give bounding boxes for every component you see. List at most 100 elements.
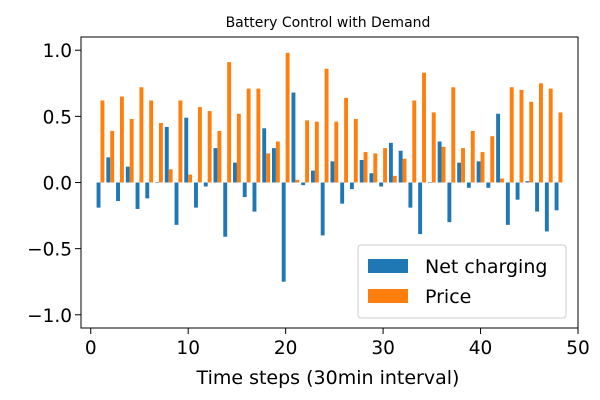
price-bar-7	[158, 122, 163, 183]
net-charging-bar-7	[155, 182, 159, 183]
net-charging-bar-10	[184, 117, 189, 183]
price-bar-40	[480, 152, 485, 183]
net-charging-bar-39	[466, 182, 471, 188]
price-bar-39	[470, 130, 475, 183]
net-charging-bar-13	[213, 148, 218, 183]
chart-title: Battery Control with Demand	[226, 15, 431, 31]
price-bar-14	[227, 62, 232, 183]
price-bar-11	[197, 107, 202, 183]
net-charging-bar-31	[388, 142, 393, 183]
price-bar-44	[519, 89, 524, 183]
net-charging-bar-1	[96, 182, 101, 208]
net-charging-bar-43	[505, 182, 510, 225]
net-charging-bar-29	[369, 173, 374, 183]
net-charging-bar-17	[252, 182, 257, 212]
price-bar-28	[363, 152, 368, 183]
price-bar-46	[539, 83, 543, 183]
price-bar-13	[217, 130, 222, 183]
price-bar-27	[353, 119, 358, 183]
net-charging-bar-38	[457, 162, 462, 183]
price-bar-2	[110, 130, 115, 183]
x-tick-label: 30	[371, 338, 395, 359]
net-charging-bar-32	[398, 150, 403, 183]
y-tick-label: 0.0	[43, 174, 72, 195]
price-bar-10	[188, 174, 193, 183]
net-charging-bar-4	[125, 166, 130, 183]
price-bar-16	[246, 88, 251, 183]
price-bar-24	[324, 68, 329, 183]
net-charging-bar-20	[281, 182, 286, 282]
net-charging-bar-9	[174, 182, 179, 225]
net-charging-bar-33	[408, 182, 413, 208]
net-charging-bar-25	[330, 161, 335, 183]
net-charging-bar-6	[145, 182, 150, 199]
price-bar-21	[295, 179, 300, 183]
y-tick-label: −1.0	[27, 306, 72, 327]
x-axis-title: Time steps (30min interval)	[196, 367, 460, 389]
price-bar-29	[373, 153, 378, 183]
net-charging-bar-27	[349, 182, 354, 190]
price-bar-3	[119, 96, 124, 183]
net-charging-bar-19	[272, 148, 276, 183]
price-bar-8	[168, 169, 173, 183]
net-charging-bar-40	[476, 161, 481, 183]
net-charging-bar-45	[525, 181, 530, 183]
net-charging-bar-21	[291, 92, 296, 183]
price-bar-9	[178, 100, 183, 183]
price-bar-6	[149, 100, 154, 183]
x-tick-label: 20	[274, 338, 298, 359]
net-charging-bar-30	[379, 182, 384, 187]
net-charging-bar-5	[135, 182, 140, 209]
net-charging-bar-23	[310, 170, 315, 183]
net-charging-bar-46	[535, 182, 540, 212]
price-bar-17	[256, 88, 261, 183]
net-charging-bar-48	[554, 182, 559, 211]
price-bar-22	[305, 120, 310, 183]
price-bar-33	[412, 100, 417, 183]
price-bar-25	[334, 121, 339, 183]
net-charging-bar-12	[203, 182, 208, 187]
net-charging-bar-41	[486, 182, 491, 188]
price-bar-5	[139, 87, 144, 183]
legend-swatch-net-charging	[368, 259, 408, 273]
price-bar-37	[451, 87, 456, 183]
x-tick-label: 50	[566, 338, 590, 359]
y-tick-label: −0.5	[27, 240, 72, 261]
bars-group	[96, 52, 563, 282]
net-charging-bar-14	[223, 182, 228, 237]
net-charging-bar-26	[340, 182, 345, 204]
y-tick-label: 0.5	[43, 107, 72, 128]
price-bar-1	[100, 100, 105, 183]
price-bar-45	[529, 101, 534, 183]
net-charging-bar-15	[233, 162, 237, 183]
price-bar-36	[441, 146, 446, 183]
net-charging-bar-11	[194, 182, 198, 208]
net-charging-bar-44	[515, 182, 520, 200]
y-axis: −1.0 −0.5 0.0 0.5 1.0	[27, 41, 81, 327]
legend-label-price: Price	[425, 286, 471, 308]
y-tick-label: 1.0	[43, 41, 72, 62]
x-tick-label: 10	[176, 338, 200, 359]
net-charging-bar-42	[496, 113, 501, 183]
net-charging-bar-36	[437, 141, 442, 183]
price-bar-23	[314, 121, 319, 183]
price-bar-48	[558, 112, 563, 183]
legend-label-net-charging: Net charging	[425, 256, 547, 278]
x-tick-label: 0	[85, 338, 97, 359]
net-charging-bar-47	[544, 182, 549, 232]
price-bar-47	[548, 88, 553, 183]
price-bar-26	[344, 97, 349, 183]
net-charging-bar-35	[427, 182, 432, 183]
price-bar-18	[266, 153, 271, 183]
legend: Net charging Price	[357, 244, 567, 319]
price-bar-12	[207, 111, 212, 183]
price-bar-30	[383, 148, 387, 183]
x-tick-label: 40	[469, 338, 493, 359]
price-bar-42	[500, 178, 504, 183]
legend-frame	[357, 244, 567, 319]
price-bar-20	[285, 52, 290, 183]
legend-swatch-price	[368, 289, 408, 303]
net-charging-bar-24	[320, 182, 325, 236]
net-charging-bar-3	[116, 182, 120, 202]
